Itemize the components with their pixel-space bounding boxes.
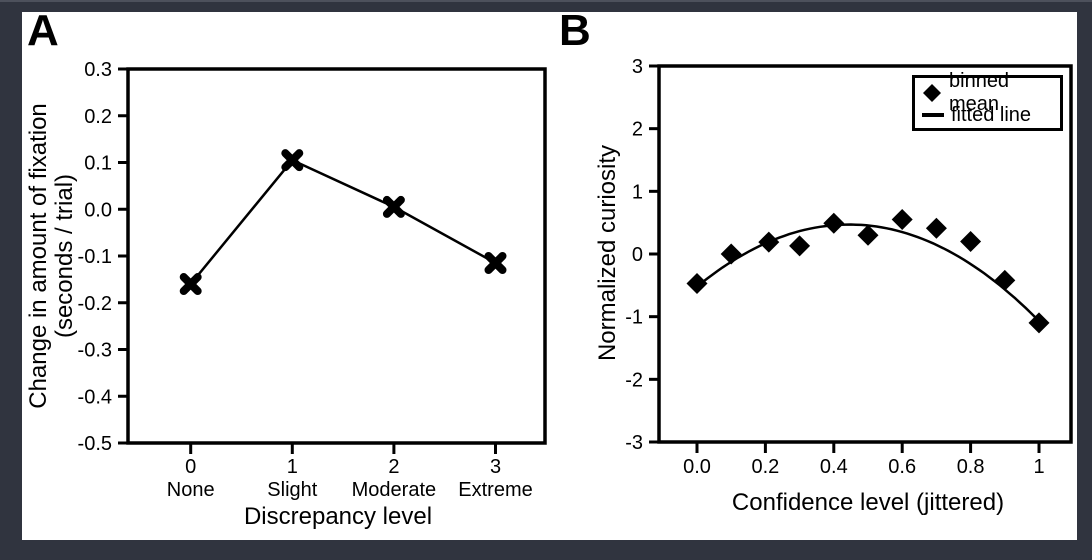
panel-b-x-tick-label: 0.4 [820, 456, 848, 478]
panel-a-data-point-x-marker [382, 195, 405, 218]
panel-a-y-tick-label: 0.3 [84, 59, 112, 81]
panel-b-x-tick-label: 0.6 [888, 456, 916, 478]
panel-b-binned-mean-marker [789, 235, 811, 257]
figure-canvas: A B 0.3 0.2 0.1 0.0 -0.1 -0.2 -0.3 -0.4 -0.5 0 Non… [22, 6, 1077, 540]
panel-a-y-tick-label: 0.1 [84, 153, 112, 175]
panel-b-x-tick-label: 0.2 [751, 456, 779, 478]
panel-b-y-tick-label: -3 [625, 432, 643, 454]
panel-a-x-tick-sublabel: Extreme [458, 479, 532, 501]
legend-entry-fitted-line: fitted line [922, 104, 1060, 126]
panel-a-y-tick-label: -0.3 [78, 340, 112, 362]
frame-top-edge [0, 0, 1092, 2]
legend-box: binned mean fitted line [912, 70, 1063, 131]
diamond-marker-icon [923, 84, 941, 102]
panel-b-binned-mean-marker [1028, 312, 1050, 334]
panel-b-binned-mean-marker [925, 217, 947, 239]
panel-a-y-tick-label: -0.5 [78, 433, 112, 455]
panel-b-y-tick-label: 1 [632, 181, 643, 203]
panel-b-x-tick-label: 1 [1033, 456, 1044, 478]
panel-a-y-tick-label: -0.1 [78, 246, 112, 268]
panel-b-binned-mean-marker [994, 269, 1016, 291]
panel-b-y-tick-label: 2 [632, 119, 643, 141]
panel-b-label: B [559, 6, 591, 55]
panel-a-x-tick-label: 2 [388, 456, 399, 478]
panel-b-binned-mean-marker [758, 231, 780, 253]
panel-a-y-tick-label: 0.2 [84, 106, 112, 128]
panel-b-yaxis-title: Normalized curiosity [594, 144, 621, 362]
panel-b-binned-mean-marker [960, 230, 982, 252]
panel-b-y-tick-label: 0 [632, 244, 643, 266]
panel-a-data-point-x-marker [281, 149, 304, 172]
panel-b-binned-mean-marker [823, 212, 845, 234]
panel-a-yaxis-title-line1: Change in amount of fixation [25, 103, 52, 409]
panel-b-x-tick-label: 0.8 [957, 456, 985, 478]
panel-b-binned-mean-marker [720, 243, 742, 265]
panel-a-data-line [189, 158, 497, 285]
panel-b-y-tick-label: 3 [632, 56, 643, 78]
panel-a-x-tick-sublabel: Slight [267, 479, 317, 501]
panel-a-xaxis-title: Discrepancy level [243, 503, 433, 530]
panel-a-y-tick-label: -0.4 [78, 386, 112, 408]
panel-a-x-tick-sublabel: None [167, 479, 215, 501]
panel-a-y-tick-label: 0.0 [84, 199, 112, 221]
plots-svg: 0.30.20.10.0-0.1-0.2-0.3-0.4-0.50None1Sl… [78, 56, 1073, 501]
panel-a-data-point-x-marker [484, 252, 507, 275]
panel-b-y-tick-label: -2 [625, 369, 643, 391]
line-marker-icon [922, 113, 944, 117]
panel-a-label: A [27, 6, 59, 55]
panel-a-data-point-x-marker [179, 273, 202, 296]
panel-a-x-tick-label: 1 [287, 456, 298, 478]
panel-a-x-tick-sublabel: Moderate [352, 479, 437, 501]
panel-b-x-tick-label: 0.0 [683, 456, 711, 478]
legend-label-fitted-line: fitted line [951, 103, 1032, 126]
panel-a-x-tick-label: 0 [185, 456, 196, 478]
panel-b-xaxis-title: Confidence level (jittered) [731, 489, 1005, 516]
panel-b-binned-mean-marker [686, 272, 708, 294]
panel-a-x-tick-label: 3 [490, 456, 501, 478]
panel-b-y-tick-label: -1 [625, 307, 643, 329]
panel-a-yaxis-title: Change in amount of fixation (seconds / … [25, 36, 78, 476]
legend-entry-binned-mean: binned mean [922, 70, 1060, 115]
legend-label-binned-mean: binned mean [949, 70, 1010, 115]
panel-a-y-tick-label: -0.2 [78, 293, 112, 315]
panel-a-yaxis-title-line2: (seconds / trial) [51, 173, 78, 339]
panel-b-binned-mean-marker [891, 209, 913, 231]
panel-b-binned-mean-marker [857, 224, 879, 246]
